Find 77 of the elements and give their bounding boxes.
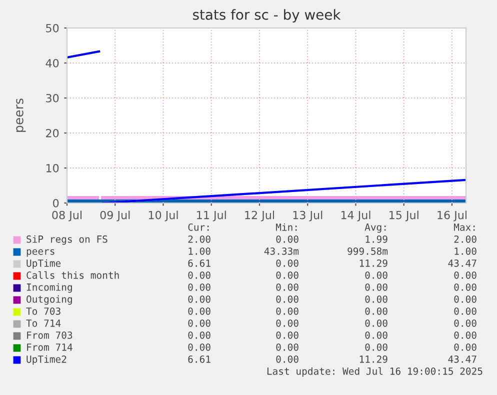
y-tick-label: 30	[46, 94, 59, 102]
chart-title: stats for sc - by week	[193, 9, 341, 23]
text: 0.00	[454, 331, 476, 339]
text: 0.00	[454, 271, 476, 279]
x-tick-label: 10 Jul	[148, 210, 178, 222]
text: 0.00	[365, 271, 388, 279]
y-tick-label: 20	[46, 128, 59, 138]
text: 0.00	[276, 283, 298, 291]
legend-label: UpTime	[26, 259, 61, 269]
text: Avg:	[364, 224, 386, 233]
text: 43.47	[448, 355, 476, 363]
text: 1.99	[366, 235, 388, 243]
text: 0.00	[276, 331, 298, 339]
x-tick-label: 16 Jul	[438, 210, 466, 222]
y-tick-label: 50	[46, 24, 59, 32]
text: 0.00	[276, 295, 298, 303]
legend-label: To 714	[26, 320, 61, 327]
x-tick-label: 12 Jul	[245, 210, 274, 222]
x-tick-label: 14 Jul	[341, 210, 370, 222]
text: 43.33m	[264, 247, 299, 255]
text: 2.00	[188, 235, 210, 243]
text: 1.00	[454, 247, 476, 255]
text: 6.61	[188, 355, 210, 363]
text: 43.47	[448, 259, 476, 267]
text: 0.00	[188, 283, 210, 291]
text: 0.00	[365, 343, 388, 351]
text: 0.00	[365, 331, 388, 339]
text: 0.00	[276, 319, 298, 327]
legend-label: Incoming	[26, 283, 72, 293]
x-tick-label: 13 Jul	[293, 210, 322, 222]
text: 0.00	[454, 283, 476, 291]
text: Last update: Wed Jul 16 19:00:15 2025	[267, 367, 482, 377]
text: 0.00	[454, 319, 476, 327]
legend-label: From 714	[27, 344, 72, 351]
y-tick-label: 40	[46, 58, 59, 68]
text: 0.00	[188, 319, 210, 327]
text: 0.00	[188, 307, 210, 315]
x-tick-label: 09 Jul	[100, 210, 130, 222]
text: 0.00	[365, 283, 388, 291]
legend-label: Calls this month	[26, 271, 119, 279]
x-tick-label: 11 Jul	[197, 210, 226, 222]
legend-label: Outgoing	[26, 295, 72, 305]
legend-label: To 703	[26, 307, 60, 315]
y-tick-label: 10	[46, 164, 59, 172]
text: 11.29	[360, 259, 388, 267]
text: 0.00	[365, 307, 388, 315]
text: Max:	[454, 224, 475, 231]
text: Cur:	[188, 223, 209, 231]
text: 0.00	[276, 307, 298, 315]
text: 11.29	[360, 355, 388, 363]
x-tick-label: 08 Jul	[52, 210, 82, 222]
text: 0.00	[276, 343, 298, 351]
text: 0.00	[454, 343, 476, 351]
text: 2.00	[454, 235, 476, 243]
text: Min:	[276, 223, 297, 231]
text: 0.00	[276, 271, 298, 279]
text: 0.00	[188, 295, 210, 303]
text: 0.00	[188, 343, 210, 351]
legend-label: From 703	[27, 331, 72, 339]
legend-label: SiP regs on FS	[26, 235, 108, 245]
legend-label: peers	[26, 249, 54, 257]
text: 0.00	[365, 295, 388, 303]
y-tick-label: 0	[53, 198, 59, 208]
text: 6.61	[188, 259, 210, 267]
text: 999.58m	[348, 247, 388, 255]
text: 0.00	[276, 259, 298, 267]
text: 0.00	[188, 331, 210, 339]
text: 0.00	[276, 235, 298, 243]
x-tick-label: 15 Jul	[390, 210, 418, 222]
text: 0.00	[276, 355, 298, 363]
legend-label: UpTime2	[26, 355, 66, 365]
text: 0.00	[454, 307, 476, 315]
y-axis-title: peers	[16, 98, 26, 132]
text: 0.00	[188, 271, 210, 279]
text: 0.00	[365, 319, 388, 327]
text: 1.00	[188, 247, 210, 255]
text: 0.00	[454, 295, 476, 303]
